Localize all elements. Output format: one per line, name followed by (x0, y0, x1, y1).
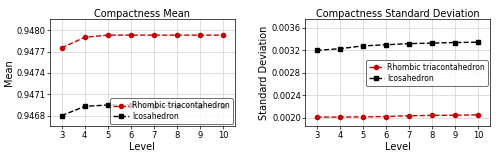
Rhombic triacontahedron (220, 34, 226, 36)
Rhombic triacontahedron (151, 34, 157, 36)
X-axis label: Level: Level (130, 142, 156, 152)
Icosahedron (197, 105, 203, 107)
Y-axis label: Mean: Mean (4, 59, 14, 86)
Rhombic triacontahedron (429, 114, 435, 116)
Rhombic triacontahedron (128, 34, 134, 36)
Rhombic triacontahedron (337, 116, 343, 118)
Title: Compactness Mean: Compactness Mean (94, 9, 190, 19)
Rhombic triacontahedron (383, 116, 389, 117)
Icosahedron (406, 43, 412, 45)
Icosahedron (452, 41, 458, 43)
Line: Icosahedron: Icosahedron (60, 103, 226, 118)
X-axis label: Level: Level (384, 142, 410, 152)
Rhombic triacontahedron (452, 114, 458, 116)
Icosahedron (337, 48, 343, 50)
Line: Rhombic triacontahedron: Rhombic triacontahedron (60, 33, 226, 50)
Icosahedron (105, 104, 111, 106)
Icosahedron (128, 104, 134, 106)
Icosahedron (58, 115, 64, 117)
Icosahedron (314, 49, 320, 51)
Rhombic triacontahedron (58, 47, 64, 49)
Y-axis label: Standard Deviation: Standard Deviation (259, 26, 269, 120)
Rhombic triacontahedron (360, 116, 366, 118)
Rhombic triacontahedron (105, 34, 111, 36)
Icosahedron (151, 105, 157, 107)
Rhombic triacontahedron (174, 34, 180, 36)
Icosahedron (82, 105, 87, 107)
Icosahedron (429, 42, 435, 44)
Icosahedron (383, 44, 389, 46)
Rhombic triacontahedron (314, 116, 320, 118)
Line: Rhombic triacontahedron: Rhombic triacontahedron (314, 113, 480, 119)
Icosahedron (476, 41, 482, 43)
Legend: Rhombic triacontahedron, Icosahedron: Rhombic triacontahedron, Icosahedron (110, 98, 232, 124)
Rhombic triacontahedron (476, 114, 482, 116)
Rhombic triacontahedron (82, 36, 87, 38)
Icosahedron (174, 105, 180, 107)
Icosahedron (360, 45, 366, 47)
Rhombic triacontahedron (406, 115, 412, 117)
Legend: Rhombic triacontahedron, Icosahedron: Rhombic triacontahedron, Icosahedron (366, 60, 488, 86)
Line: Icosahedron: Icosahedron (314, 40, 480, 52)
Title: Compactness Standard Deviation: Compactness Standard Deviation (316, 9, 480, 19)
Rhombic triacontahedron (197, 34, 203, 36)
Icosahedron (220, 105, 226, 107)
